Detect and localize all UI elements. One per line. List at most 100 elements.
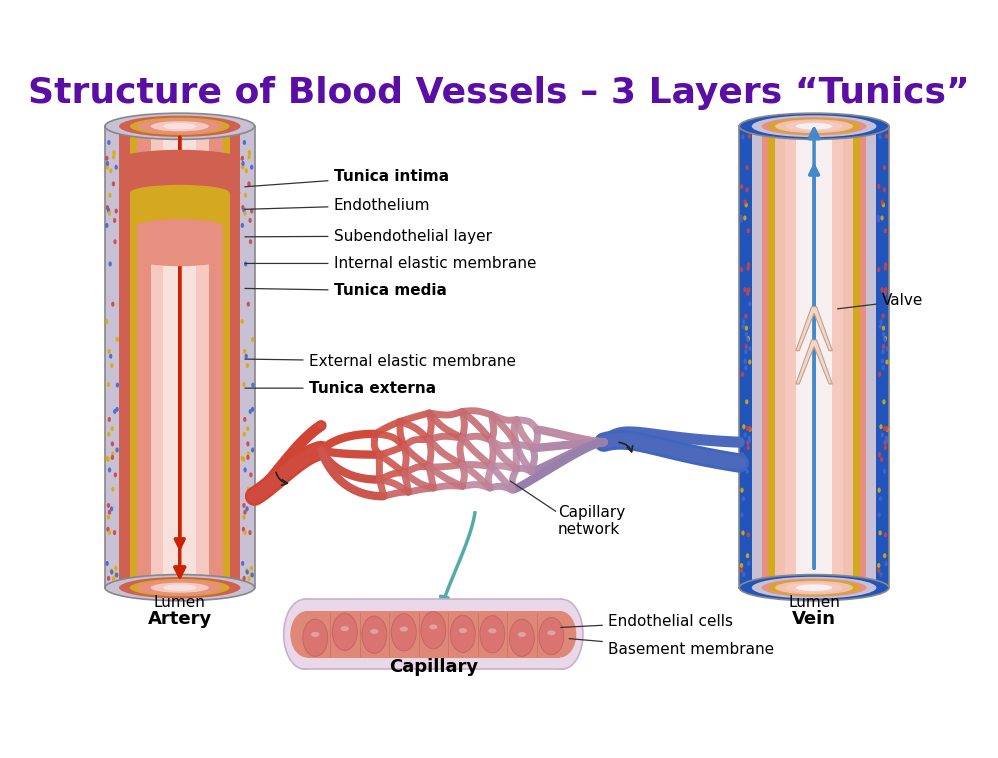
- Ellipse shape: [112, 181, 115, 186]
- Ellipse shape: [879, 496, 882, 501]
- Ellipse shape: [105, 319, 109, 324]
- Ellipse shape: [246, 569, 249, 575]
- Ellipse shape: [748, 427, 751, 432]
- Ellipse shape: [119, 577, 241, 598]
- Ellipse shape: [246, 363, 249, 368]
- Ellipse shape: [108, 417, 111, 422]
- Ellipse shape: [250, 164, 253, 170]
- Ellipse shape: [880, 457, 883, 462]
- Bar: [151, 127, 209, 587]
- Ellipse shape: [245, 354, 248, 359]
- Ellipse shape: [247, 455, 250, 460]
- Ellipse shape: [116, 383, 119, 387]
- Text: Artery: Artery: [148, 610, 212, 628]
- Ellipse shape: [882, 187, 886, 193]
- Ellipse shape: [244, 211, 247, 216]
- Ellipse shape: [884, 561, 887, 566]
- Text: Capillary: Capillary: [389, 659, 478, 676]
- Ellipse shape: [488, 628, 497, 634]
- Ellipse shape: [108, 530, 111, 535]
- Ellipse shape: [110, 568, 113, 573]
- Ellipse shape: [112, 576, 115, 581]
- Bar: [304, 600, 562, 669]
- Ellipse shape: [880, 215, 883, 221]
- Ellipse shape: [105, 456, 109, 461]
- Ellipse shape: [883, 440, 887, 445]
- Ellipse shape: [241, 156, 245, 161]
- Bar: [761, 127, 866, 587]
- Ellipse shape: [883, 426, 886, 431]
- Ellipse shape: [748, 359, 751, 365]
- Ellipse shape: [743, 424, 746, 429]
- Ellipse shape: [744, 287, 747, 292]
- Ellipse shape: [332, 613, 357, 650]
- Ellipse shape: [746, 399, 748, 404]
- Ellipse shape: [882, 165, 886, 170]
- Ellipse shape: [879, 424, 882, 429]
- Ellipse shape: [883, 291, 886, 296]
- Ellipse shape: [114, 572, 118, 577]
- Ellipse shape: [116, 447, 119, 453]
- Ellipse shape: [885, 439, 888, 443]
- Ellipse shape: [747, 287, 750, 293]
- Ellipse shape: [747, 336, 749, 341]
- Ellipse shape: [884, 287, 887, 293]
- Ellipse shape: [740, 113, 889, 139]
- Ellipse shape: [885, 426, 888, 431]
- Ellipse shape: [745, 314, 748, 318]
- Ellipse shape: [246, 568, 249, 573]
- Polygon shape: [795, 307, 832, 351]
- Ellipse shape: [243, 503, 246, 508]
- Text: Valve: Valve: [837, 293, 923, 309]
- Ellipse shape: [107, 140, 111, 145]
- Ellipse shape: [879, 319, 882, 324]
- Ellipse shape: [881, 349, 884, 354]
- Ellipse shape: [115, 572, 119, 578]
- Ellipse shape: [107, 431, 110, 437]
- Ellipse shape: [768, 118, 860, 134]
- Ellipse shape: [107, 576, 110, 581]
- Ellipse shape: [883, 266, 887, 271]
- Ellipse shape: [884, 228, 887, 233]
- Ellipse shape: [539, 618, 564, 655]
- Text: Endothelium: Endothelium: [245, 198, 430, 213]
- Bar: [137, 226, 223, 259]
- Ellipse shape: [877, 184, 880, 189]
- Ellipse shape: [283, 600, 325, 669]
- Ellipse shape: [747, 440, 749, 445]
- Ellipse shape: [876, 215, 880, 220]
- Ellipse shape: [740, 268, 744, 272]
- Ellipse shape: [543, 611, 576, 657]
- Ellipse shape: [115, 208, 118, 214]
- Ellipse shape: [107, 515, 110, 520]
- Ellipse shape: [741, 512, 744, 518]
- Text: Structure of Blood Vessels – 3 Layers “Tunics”: Structure of Blood Vessels – 3 Layers “T…: [28, 76, 970, 110]
- Ellipse shape: [245, 168, 248, 174]
- Ellipse shape: [114, 472, 117, 478]
- Ellipse shape: [244, 417, 247, 422]
- Ellipse shape: [884, 336, 887, 341]
- Bar: [105, 127, 254, 587]
- Ellipse shape: [747, 337, 749, 343]
- Ellipse shape: [244, 262, 248, 267]
- Ellipse shape: [742, 134, 745, 139]
- Ellipse shape: [249, 240, 252, 244]
- Ellipse shape: [242, 457, 246, 462]
- Ellipse shape: [744, 199, 747, 205]
- Ellipse shape: [243, 208, 246, 213]
- Ellipse shape: [247, 451, 250, 456]
- Text: Internal elastic membrane: Internal elastic membrane: [245, 256, 536, 271]
- Ellipse shape: [885, 427, 889, 432]
- Ellipse shape: [751, 577, 876, 599]
- Bar: [785, 127, 843, 587]
- Ellipse shape: [450, 615, 475, 653]
- Ellipse shape: [108, 193, 112, 198]
- Ellipse shape: [243, 140, 247, 145]
- Bar: [768, 127, 860, 587]
- Bar: [163, 127, 197, 587]
- Ellipse shape: [740, 575, 889, 601]
- Ellipse shape: [877, 512, 881, 518]
- Ellipse shape: [113, 409, 117, 414]
- Ellipse shape: [745, 365, 748, 370]
- Ellipse shape: [116, 407, 119, 412]
